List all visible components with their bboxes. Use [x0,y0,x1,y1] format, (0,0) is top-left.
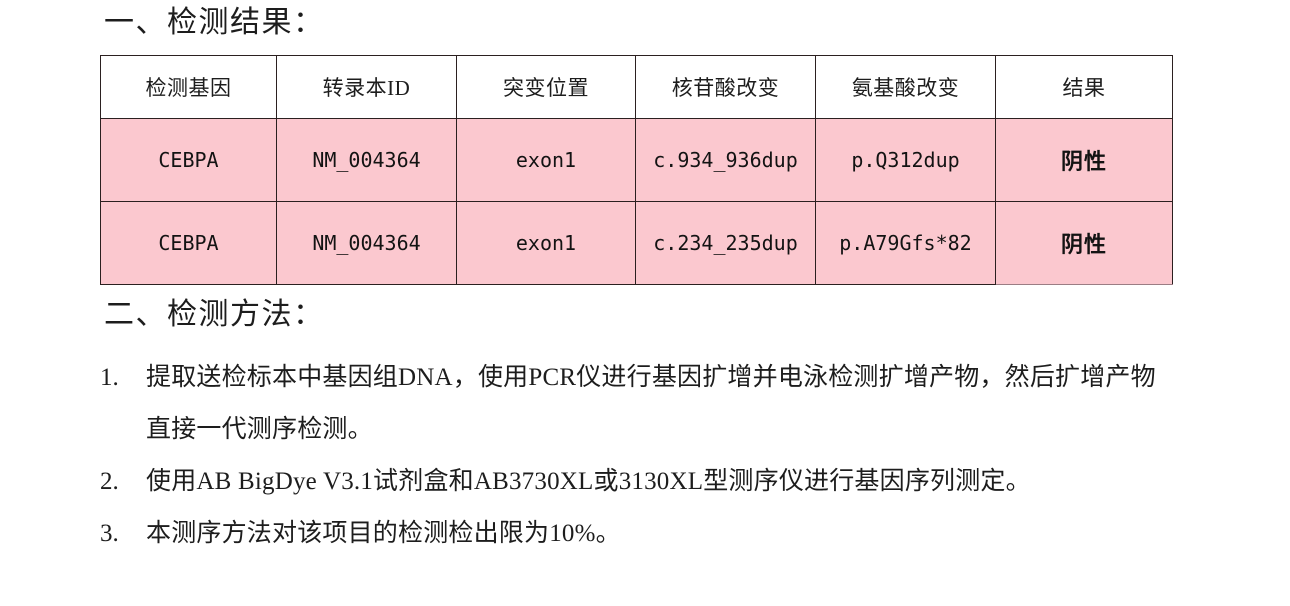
cell-position: exon1 [456,118,636,202]
cell-result: 阴性 [995,118,1173,202]
cell-result: 阴性 [995,201,1173,285]
section-heading-methods: 二、检测方法： [104,298,325,331]
list-item: 1. 提取送检标本中基因组DNA，使用PCR仪进行基因扩增并电泳检测扩增产物，然… [100,352,1170,456]
detection-results-table: 检测基因 转录本ID 突变位置 核苷酸改变 氨基酸改变 结果 CEBPA NM_… [100,55,1173,285]
list-item: 2. 使用AB BigDye V3.1试剂盒和AB3730XL或3130XL型测… [100,456,1170,508]
list-item-text: 提取送检标本中基因组DNA，使用PCR仪进行基因扩增并电泳检测扩增产物，然后扩增… [146,364,1156,443]
list-item-text: 本测序方法对该项目的检测检出限为10%。 [146,520,621,547]
section-heading-results: 一、检测结果： [104,6,325,39]
list-item-number: 2. [100,468,119,495]
cell-aminoacid: p.Q312dup [815,118,996,202]
table-header-row: 检测基因 转录本ID 突变位置 核苷酸改变 氨基酸改变 结果 [100,55,1173,119]
table-row: CEBPA NM_004364 exon1 c.234_235dup p.A79… [100,201,1173,285]
column-header-transcript: 转录本ID [276,55,457,119]
column-header-nucleotide: 核苷酸改变 [635,55,816,119]
cell-aminoacid: p.A79Gfs*82 [815,201,996,285]
cell-position: exon1 [456,201,636,285]
table-row: CEBPA NM_004364 exon1 c.934_936dup p.Q31… [100,118,1173,202]
list-item-number: 3. [100,520,119,547]
cell-transcript: NM_004364 [276,118,457,202]
methods-list: 1. 提取送检标本中基因组DNA，使用PCR仪进行基因扩增并电泳检测扩增产物，然… [100,352,1170,560]
list-item-number: 1. [100,364,119,391]
list-item: 3. 本测序方法对该项目的检测检出限为10%。 [100,508,1170,560]
cell-gene: CEBPA [100,201,277,285]
column-header-gene: 检测基因 [100,55,277,119]
cell-nucleotide: c.934_936dup [635,118,816,202]
column-header-aminoacid: 氨基酸改变 [815,55,996,119]
column-header-result: 结果 [995,55,1173,119]
list-item-text: 使用AB BigDye V3.1试剂盒和AB3730XL或3130XL型测序仪进… [146,468,1031,495]
cell-gene: CEBPA [100,118,277,202]
column-header-position: 突变位置 [456,55,636,119]
cell-transcript: NM_004364 [276,201,457,285]
cell-nucleotide: c.234_235dup [635,201,816,285]
